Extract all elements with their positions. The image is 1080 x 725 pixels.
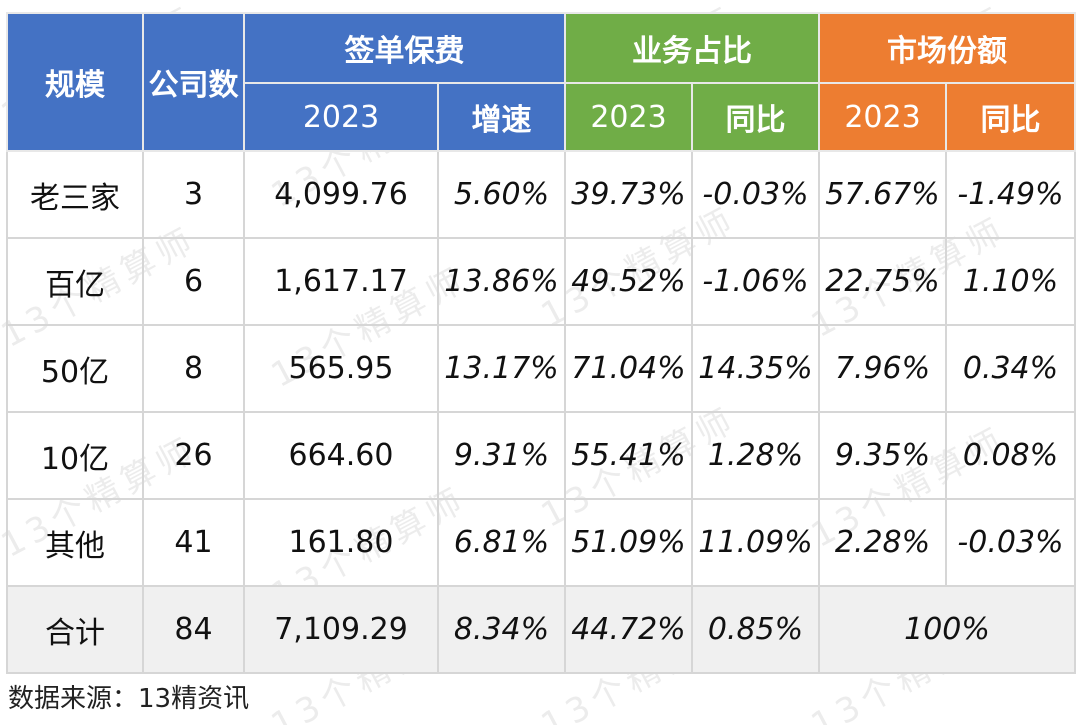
header-business-share-group: 业务占比 [564,12,820,84]
header-premium-2023: 2023 [243,82,439,152]
cell-market-total: 100% [818,585,1076,674]
cell-premium: 565.95 [243,324,439,413]
cell-growth: 8.34% [437,585,566,674]
cell-count: 26 [142,411,245,500]
cell-share-2023: 49.52% [564,237,693,326]
cell-market-yoy: 0.08% [945,411,1076,500]
cell-share-2023: 71.04% [564,324,693,413]
cell-share-2023: 51.09% [564,498,693,587]
total-row: 合计 84 7,109.29 8.34% 44.72% 0.85% 100% [6,585,1076,674]
cell-market-2023: 2.28% [818,498,947,587]
data-source-note: 数据来源：13精资讯 [8,684,250,714]
table-row: 百亿 6 1,617.17 13.86% 49.52% -1.06% 22.75… [6,237,1076,326]
cell-share-2023: 39.73% [564,150,693,239]
cell-premium: 664.60 [243,411,439,500]
cell-share-yoy: -1.06% [691,237,820,326]
cell-scale: 其他 [6,498,144,587]
cell-scale: 合计 [6,585,144,674]
cell-market-2023: 57.67% [818,150,947,239]
cell-share-yoy: 1.28% [691,411,820,500]
header-market-share-group: 市场份额 [818,12,1076,84]
cell-share-2023: 44.72% [564,585,693,674]
header-premium-growth: 增速 [437,82,566,152]
cell-market-yoy: -0.03% [945,498,1076,587]
table-row: 老三家 3 4,099.76 5.60% 39.73% -0.03% 57.67… [6,150,1076,239]
cell-growth: 13.17% [437,324,566,413]
table-row: 其他 41 161.80 6.81% 51.09% 11.09% 2.28% -… [6,498,1076,587]
cell-scale: 50亿 [6,324,144,413]
cell-share-yoy: 11.09% [691,498,820,587]
header-market-2023: 2023 [818,82,947,152]
cell-count: 84 [142,585,245,674]
cell-growth: 5.60% [437,150,566,239]
cell-share-yoy: 14.35% [691,324,820,413]
header-company-count: 公司数 [142,12,245,152]
cell-scale: 10亿 [6,411,144,500]
cell-count: 6 [142,237,245,326]
cell-count: 41 [142,498,245,587]
cell-market-yoy: -1.49% [945,150,1076,239]
cell-market-2023: 7.96% [818,324,947,413]
cell-premium: 161.80 [243,498,439,587]
cell-count: 3 [142,150,245,239]
cell-share-2023: 55.41% [564,411,693,500]
table-row: 50亿 8 565.95 13.17% 71.04% 14.35% 7.96% … [6,324,1076,413]
cell-count: 8 [142,324,245,413]
header-business-yoy: 同比 [691,82,820,152]
cell-growth: 9.31% [437,411,566,500]
cell-premium: 4,099.76 [243,150,439,239]
cell-share-yoy: -0.03% [691,150,820,239]
table-row: 10亿 26 664.60 9.31% 55.41% 1.28% 9.35% 0… [6,411,1076,500]
cell-scale: 百亿 [6,237,144,326]
cell-scale: 老三家 [6,150,144,239]
header-premium-group: 签单保费 [243,12,566,84]
cell-growth: 13.86% [437,237,566,326]
header-scale: 规模 [6,12,144,152]
cell-growth: 6.81% [437,498,566,587]
cell-market-yoy: 0.34% [945,324,1076,413]
cell-market-2023: 22.75% [818,237,947,326]
cell-premium: 1,617.17 [243,237,439,326]
cell-market-2023: 9.35% [818,411,947,500]
header-business-2023: 2023 [564,82,693,152]
header-market-yoy: 同比 [945,82,1076,152]
insurance-scale-table: 规模 公司数 签单保费 业务占比 市场份额 2023 增速 2023 同比 20… [6,12,1076,674]
cell-share-yoy: 0.85% [691,585,820,674]
cell-market-yoy: 1.10% [945,237,1076,326]
cell-premium: 7,109.29 [243,585,439,674]
